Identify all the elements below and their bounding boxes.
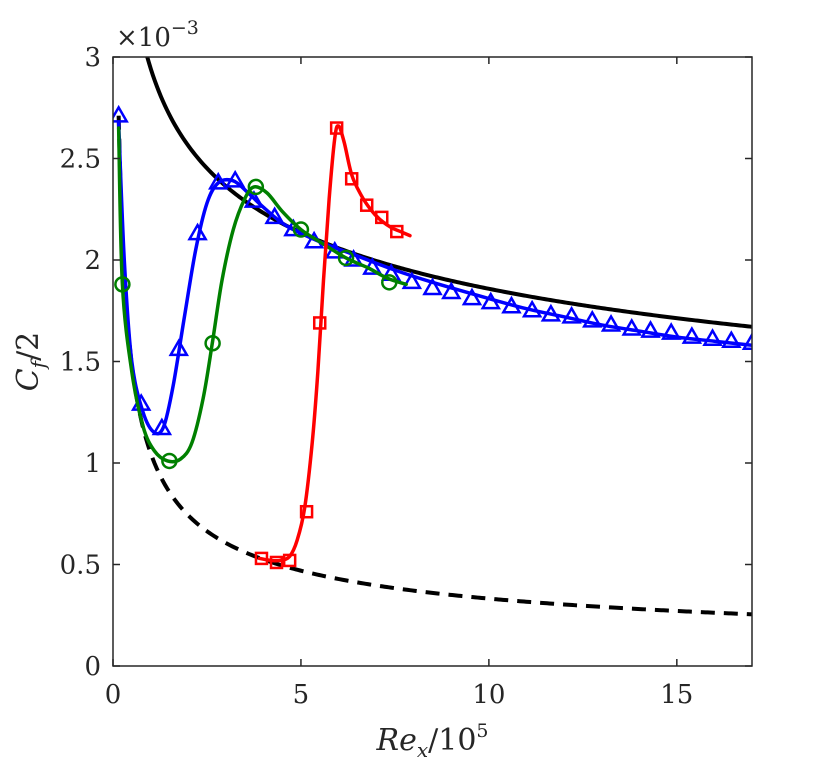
red-square-marker — [390, 224, 404, 239]
blue-triangle-marker — [461, 287, 483, 306]
red-square-marker — [329, 121, 344, 135]
blue-triangle-marker — [521, 299, 543, 318]
blue-series-line — [116, 120, 752, 436]
y-axis-label-rest: /2 — [11, 332, 46, 361]
x-axis-label-sub: x — [417, 738, 428, 762]
blue-triangle-marker — [582, 309, 603, 328]
blue-triangle-marker — [422, 277, 443, 296]
blue-triangle-marker — [264, 206, 285, 225]
green-series-line — [116, 126, 408, 464]
blue-triangle-marker — [681, 326, 703, 344]
blue-triangle-marker — [480, 291, 501, 310]
green-circle-marker — [337, 249, 355, 267]
y-axis-multiplier-exp: −3 — [171, 17, 199, 39]
blue-triangle-marker — [640, 320, 661, 338]
x-axis-label-rest: /10 — [428, 723, 476, 758]
x-tick-label: 15 — [660, 680, 693, 710]
blue-triangle-marker — [224, 169, 246, 188]
green-circle-marker — [292, 221, 310, 238]
x-tick-label: 10 — [472, 680, 505, 710]
x-axis-label-sup: 5 — [476, 720, 488, 742]
blue-triangle-marker — [660, 322, 682, 340]
y-axis-multiplier: ×10−3 — [116, 17, 199, 53]
blue-triangle-marker — [621, 318, 642, 336]
y-tick-label: 2.5 — [60, 145, 101, 175]
blue-triangle-marker — [187, 222, 208, 241]
green-circle-marker — [247, 178, 265, 196]
laminar-reference-curve — [116, 115, 752, 617]
red-square-marker — [375, 210, 389, 225]
blue-triangle-marker — [208, 171, 229, 190]
y-tick-label: 3 — [84, 43, 101, 73]
blue-triangle-marker — [600, 313, 622, 332]
x-axis-label: Rex/105 — [376, 720, 489, 762]
y-tick-label: 1.5 — [60, 348, 101, 378]
blue-triangle-marker — [113, 104, 129, 123]
blue-triangle-marker — [741, 332, 752, 351]
blue-triangle-marker — [501, 295, 522, 314]
green-circle-marker — [381, 274, 398, 291]
x-tick-label: 0 — [105, 680, 122, 710]
plot-content — [113, 57, 752, 617]
red-square-marker — [282, 553, 297, 568]
red-square-marker — [299, 504, 314, 519]
red-square-marker — [312, 316, 327, 330]
y-axis-label: Cf/2 — [11, 332, 50, 392]
blue-triangle-marker — [168, 338, 190, 357]
green-circle-marker — [204, 334, 221, 352]
blue-triangle-marker — [151, 417, 173, 436]
blue-triangle-marker — [702, 328, 723, 346]
red-series-line — [257, 124, 412, 563]
red-square-marker — [254, 551, 269, 566]
red-square-marker — [344, 172, 359, 186]
ticks: 0 5 10 15 0 0.5 1 1.5 2 2.5 3 — [60, 43, 752, 710]
y-axis-multiplier-base: ×10 — [116, 23, 171, 53]
blue-triangle-marker — [401, 271, 423, 290]
blue-triangle-marker — [721, 330, 742, 348]
y-tick-label: 2 — [84, 246, 101, 276]
x-tick-label: 5 — [293, 680, 310, 710]
blue-triangle-marker — [243, 190, 265, 208]
red-square-marker — [269, 555, 284, 570]
blue-triangle-marker — [540, 303, 562, 322]
blue-triangle-marker — [441, 281, 462, 300]
red-square-marker — [359, 198, 374, 212]
y-tick-label: 0.5 — [60, 551, 101, 581]
green-circle-marker — [114, 276, 131, 293]
y-tick-label: 1 — [84, 449, 101, 479]
x-axis-label-main: Re — [376, 723, 417, 758]
green-circle-marker — [161, 452, 178, 470]
y-axis-label-main: C — [11, 368, 46, 391]
y-tick-label: 0 — [84, 652, 101, 682]
blue-triangle-marker — [561, 305, 582, 324]
